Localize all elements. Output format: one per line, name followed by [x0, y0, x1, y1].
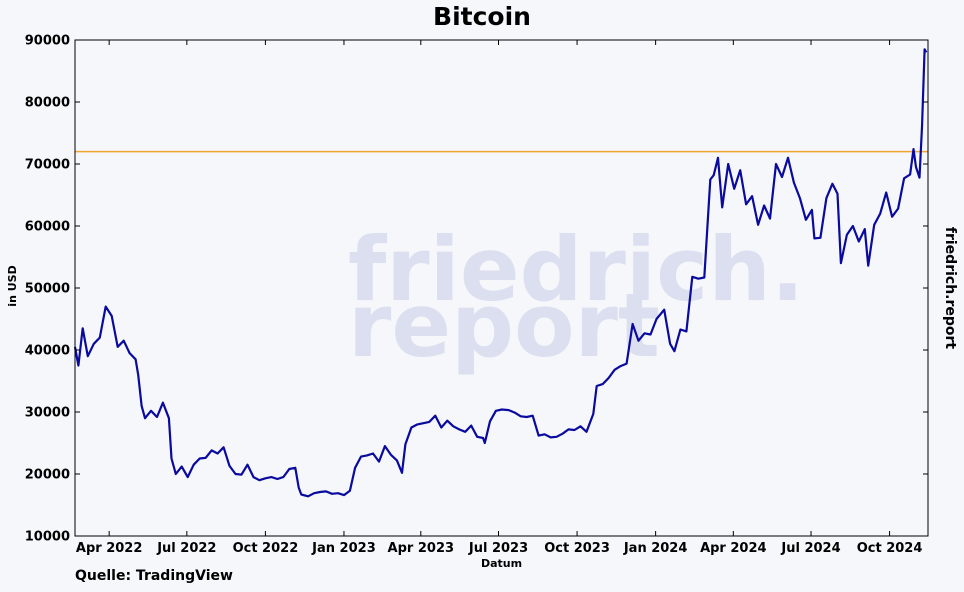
y-tick-label: 50000: [25, 282, 70, 297]
x-tick-label: Oct 2024: [857, 541, 923, 556]
x-tick-label: Oct 2022: [233, 541, 299, 556]
side-brand: friedrich.report: [942, 226, 958, 350]
x-tick-label: Apr 2023: [388, 541, 455, 556]
y-tick-label: 70000: [25, 158, 70, 173]
x-tick-label: Jan 2024: [623, 541, 688, 556]
y-tick-label: 60000: [25, 220, 70, 235]
y-tick-label: 80000: [25, 96, 70, 111]
x-tick-label: Jul 2024: [780, 541, 840, 556]
x-tick-label: Oct 2023: [544, 541, 610, 556]
x-tick-label: Jan 2023: [311, 541, 376, 556]
x-tick-label: Jul 2022: [156, 541, 216, 556]
y-tick-label: 90000: [25, 34, 70, 49]
watermark: friedrich.report: [348, 218, 804, 377]
chart-title: Bitcoin: [433, 2, 531, 31]
y-tick-label: 30000: [25, 406, 70, 421]
y-axis: 10000 20000 30000 40000 50000 60000 70000 80000…: [25, 34, 928, 545]
watermark-line-2: report: [348, 274, 660, 377]
y-axis-label: in USD: [6, 265, 19, 306]
y-tick-label: 20000: [25, 468, 70, 483]
series-line-0: [73, 48, 928, 498]
x-tick-label: Apr 2022: [76, 541, 143, 556]
watermark-line-1: friedrich.: [348, 218, 804, 321]
x-tick-label: Apr 2024: [700, 541, 767, 556]
source-note: Quelle: TradingView: [75, 568, 233, 584]
x-axis: Apr 2022 Jul 2022 Oct 2022 Jan 2023 Apr 2023…: [76, 40, 923, 556]
x-tick-label: Jul 2023: [468, 541, 528, 556]
y-tick-label: 10000: [25, 530, 70, 545]
x-axis-label: Datum: [481, 557, 522, 570]
y-tick-label: 40000: [25, 344, 70, 359]
